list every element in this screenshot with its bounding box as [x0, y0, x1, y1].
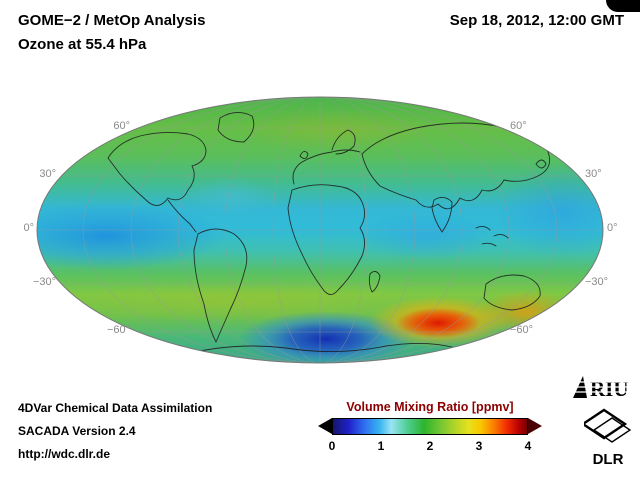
lat-label-left-60n: 60° — [113, 120, 130, 132]
lat-label-left-30s: −30° — [32, 276, 56, 288]
lat-label-right-60n: 60° — [510, 120, 527, 132]
lat-label-right-60s: −60° — [510, 324, 534, 336]
lat-label-right-0: 0° — [607, 222, 618, 234]
lat-label-right-30n: 30° — [585, 168, 602, 180]
lat-label-right-30s: −30° — [585, 276, 609, 288]
lat-label-left-0: 0° — [23, 222, 34, 234]
footer-line-assimilation: 4DVar Chemical Data Assimilation — [18, 401, 213, 415]
dlr-diamond-outline-icon — [584, 408, 628, 440]
dlr-logo: DLR — [584, 408, 632, 468]
footer: 4DVar Chemical Data Assimilation SACADA … — [18, 397, 212, 466]
riu-stripes — [570, 381, 634, 393]
map-outline — [36, 96, 604, 364]
tick-0: 0 — [328, 439, 336, 453]
tick-4: 4 — [524, 439, 532, 453]
colorbar-arrow-right — [528, 418, 542, 434]
analysis-title: GOME−2 / MetOp Analysis — [18, 12, 206, 29]
timestamp: Sep 18, 2012, 12:00 GMT — [449, 12, 624, 29]
riu-logo: RIU — [570, 376, 634, 401]
dlr-diamond-thin-icon — [592, 417, 632, 443]
dlr-logo-text: DLR — [593, 451, 624, 468]
riu-logo-text: RIU — [590, 377, 629, 401]
coastlines — [107, 112, 571, 355]
colorbar: Volume Mixing Ratio [ppmv] 0 1 2 3 4 — [318, 400, 542, 454]
colorbar-gradient — [332, 418, 528, 435]
ozone-map — [36, 96, 604, 364]
tick-2: 2 — [426, 439, 434, 453]
colorbar-arrow-left — [318, 418, 332, 434]
screen-corner — [606, 0, 640, 12]
analysis-subtitle: Ozone at 55.4 hPa — [18, 36, 147, 53]
lat-label-left-30n: 30° — [39, 168, 56, 180]
lat-label-left-60s: −60° — [106, 324, 130, 336]
tick-3: 3 — [475, 439, 483, 453]
colorbar-title: Volume Mixing Ratio [ppmv] — [346, 400, 514, 414]
colorbar-ticks: 0 1 2 3 4 — [318, 439, 542, 454]
footer-line-version: SACADA Version 2.4 — [18, 424, 136, 438]
high-ozone-region — [396, 308, 480, 338]
tick-1: 1 — [377, 439, 385, 453]
footer-line-url: http://wdc.dlr.de — [18, 447, 110, 461]
